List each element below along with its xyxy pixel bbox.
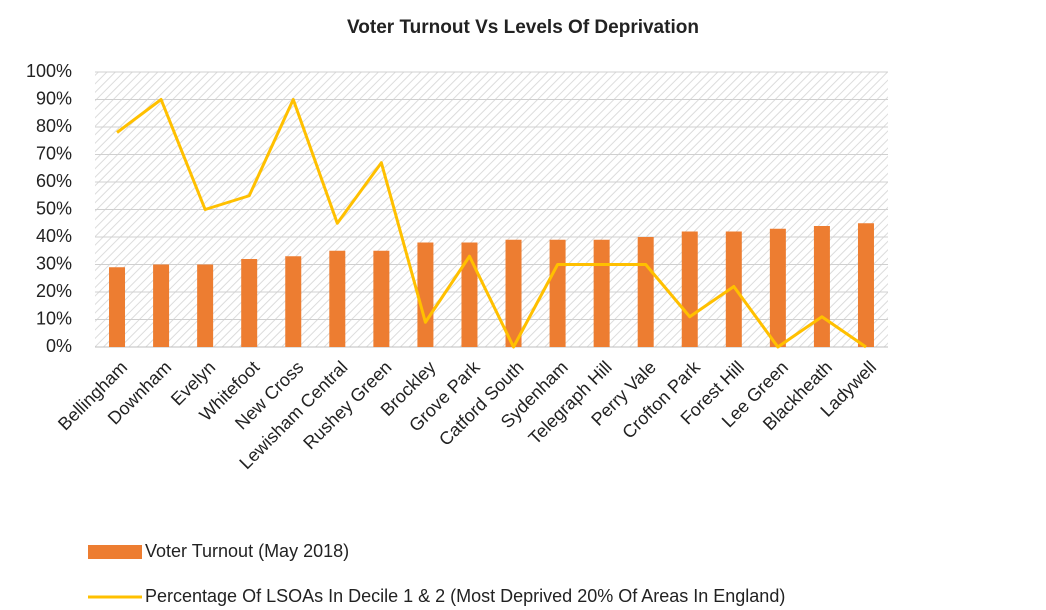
bar [153, 264, 170, 347]
bar [197, 264, 214, 347]
bar [109, 267, 126, 347]
y-tick-label: 0% [46, 336, 72, 356]
y-tick-label: 20% [36, 281, 72, 301]
y-tick-label: 60% [36, 171, 72, 191]
bar [241, 259, 258, 347]
bar [813, 226, 830, 347]
legend-label: Voter Turnout (May 2018) [145, 541, 349, 561]
bar [637, 237, 654, 347]
chart-title: Voter Turnout Vs Levels Of Deprivation [347, 17, 699, 38]
y-tick-label: 100% [26, 61, 72, 81]
y-tick-label: 40% [36, 226, 72, 246]
bar [329, 250, 346, 347]
y-tick-label: 10% [36, 308, 72, 328]
legend-swatch [88, 545, 142, 559]
bar [593, 239, 610, 347]
y-tick-label: 50% [36, 198, 72, 218]
bar [769, 228, 786, 347]
bar [681, 231, 698, 347]
y-tick-label: 30% [36, 253, 72, 273]
bar [505, 239, 522, 347]
line [116, 98, 867, 349]
bar [549, 239, 566, 347]
bar [461, 242, 478, 347]
bar [285, 256, 302, 347]
bar [857, 223, 874, 347]
y-tick-label: 80% [36, 116, 72, 136]
legend-label: Percentage Of LSOAs In Decile 1 & 2 (Mos… [145, 586, 785, 606]
bar [725, 231, 742, 347]
y-tick-label: 90% [36, 88, 72, 108]
bar [373, 250, 390, 347]
y-tick-label: 70% [36, 143, 72, 163]
bar [417, 242, 434, 347]
